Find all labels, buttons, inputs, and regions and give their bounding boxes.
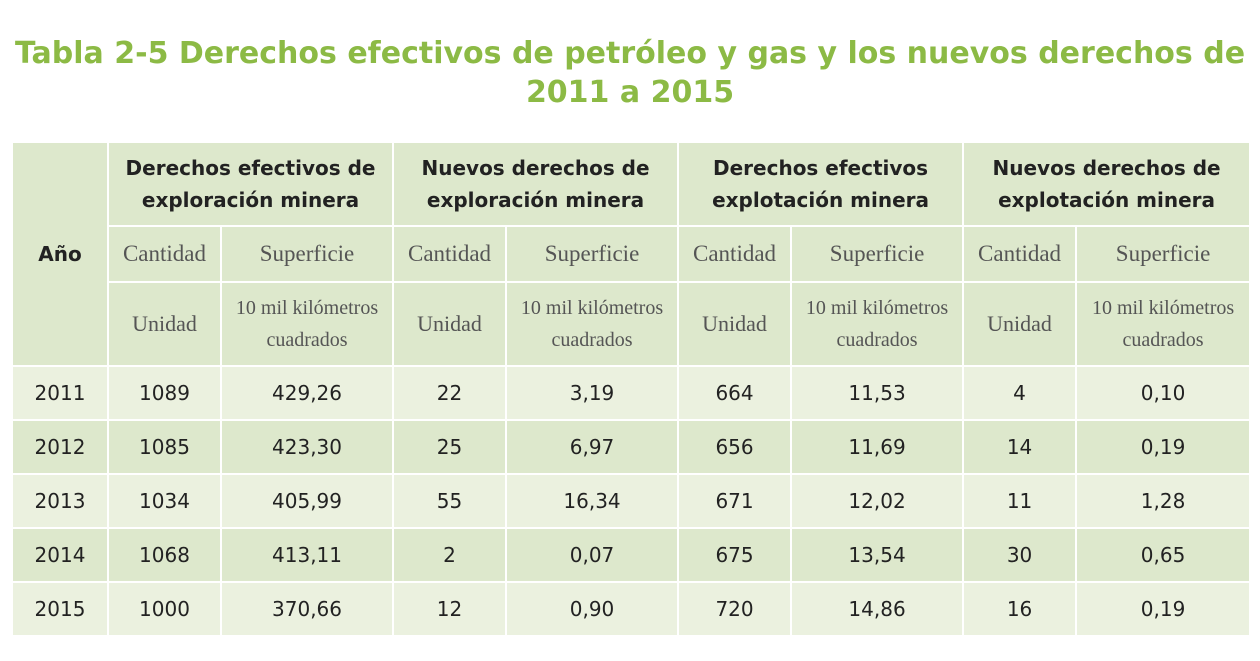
value-cell: 16,34 (505, 473, 680, 529)
value-cell: 0,65 (1075, 527, 1252, 583)
quantity-header: Cantidad (677, 225, 793, 283)
value-cell: 25 (392, 419, 508, 475)
table-row: 2014 1068 413,11 2 0,07 675 13,54 30 0,6… (11, 527, 1252, 583)
value-cell: 0,10 (1075, 365, 1252, 421)
value-cell: 16 (962, 581, 1078, 637)
surface-unit: 10 mil kilómetros cuadrados (219, 281, 395, 367)
table-row: 2013 1034 405,99 55 16,34 671 12,02 11 1… (11, 473, 1252, 529)
value-cell: 1,28 (1075, 473, 1252, 529)
value-cell: 370,66 (219, 581, 395, 637)
table-row: 2012 1085 423,30 25 6,97 656 11,69 14 0,… (11, 419, 1252, 475)
year-cell: 2013 (11, 473, 109, 529)
quantity-unit: Unidad (392, 281, 508, 367)
value-cell: 12 (392, 581, 508, 637)
surface-unit-line: 10 mil kilómetros (235, 297, 379, 319)
value-cell: 11,69 (790, 419, 965, 475)
surface-unit: 10 mil kilómetros cuadrados (790, 281, 965, 367)
value-cell: 13,54 (790, 527, 965, 583)
value-cell: 14,86 (790, 581, 965, 637)
year-cell: 2014 (11, 527, 109, 583)
year-cell: 2015 (11, 581, 109, 637)
quantity-unit: Unidad (962, 281, 1078, 367)
value-cell: 1085 (107, 419, 222, 475)
value-cell: 671 (677, 473, 793, 529)
group-header-line: explotación minera (712, 188, 930, 212)
group-header-line: Nuevos derechos de (421, 156, 650, 180)
surface-unit: 10 mil kilómetros cuadrados (505, 281, 680, 367)
surface-header: Superficie (790, 225, 965, 283)
rights-table: Año Derechos efectivos de exploración mi… (11, 141, 1252, 637)
surface-unit-line: cuadrados (836, 329, 918, 351)
value-cell: 4 (962, 365, 1078, 421)
value-cell: 11,53 (790, 365, 965, 421)
group-header-effective-exploration: Derechos efectivos de exploración minera (106, 141, 395, 227)
quantity-header: Cantidad (962, 225, 1078, 283)
surface-unit-line: 10 mil kilómetros (1091, 297, 1235, 319)
value-cell: 55 (392, 473, 508, 529)
quantity-header: Cantidad (392, 225, 508, 283)
group-header-new-exploration: Nuevos derechos de exploración minera (392, 141, 680, 227)
surface-unit-line: cuadrados (266, 329, 348, 351)
value-cell: 11 (962, 473, 1078, 529)
quantity-unit: Unidad (677, 281, 793, 367)
value-cell: 14 (962, 419, 1078, 475)
group-header-line: Nuevos derechos de (992, 156, 1221, 180)
surface-unit-line: 10 mil kilómetros (805, 297, 949, 319)
quantity-unit: Unidad (107, 281, 222, 367)
value-cell: 0,90 (505, 581, 680, 637)
value-cell: 423,30 (219, 419, 395, 475)
value-cell: 1034 (107, 473, 222, 529)
value-cell: 2 (392, 527, 508, 583)
title-line-1: Tabla 2-5 Derechos efectivos de petróleo… (14, 36, 1246, 71)
group-header-effective-exploitation: Derechos efectivos explotación minera (677, 141, 965, 227)
group-header-line: Derechos efectivos (713, 156, 929, 180)
value-cell: 3,19 (505, 365, 680, 421)
table-row: 2015 1000 370,66 12 0,90 720 14,86 16 0,… (11, 581, 1252, 637)
group-header-line: explotación minera (998, 188, 1216, 212)
value-cell: 675 (677, 527, 793, 583)
value-cell: 413,11 (219, 527, 395, 583)
group-header-line: exploración minera (141, 188, 360, 212)
value-cell: 1089 (107, 365, 222, 421)
surface-unit-line: cuadrados (1122, 329, 1204, 351)
group-header-row: Año Derechos efectivos de exploración mi… (11, 141, 1252, 367)
group-header-new-exploitation: Nuevos derechos de explotación minera (962, 141, 1252, 227)
sub-header-row: Cantidad Superficie Cantidad Superficie … (12, 225, 1252, 283)
surface-header: Superficie (505, 225, 680, 283)
unit-header-row: Unidad 10 mil kilómetros cuadrados Unida… (12, 281, 1252, 367)
surface-unit-line: 10 mil kilómetros (520, 297, 664, 319)
value-cell: 0,07 (505, 527, 680, 583)
surface-header: Superficie (1075, 225, 1252, 283)
value-cell: 0,19 (1075, 419, 1252, 475)
title-line-2: 2011 a 2015 (525, 75, 735, 110)
value-cell: 1000 (107, 581, 222, 637)
value-cell: 664 (677, 365, 793, 421)
value-cell: 30 (962, 527, 1078, 583)
value-cell: 0,19 (1075, 581, 1252, 637)
quantity-header: Cantidad (107, 225, 222, 283)
page-title: Tabla 2-5 Derechos efectivos de petróleo… (0, 34, 1260, 112)
value-cell: 1068 (107, 527, 222, 583)
year-cell: 2012 (11, 419, 109, 475)
value-cell: 720 (677, 581, 793, 637)
value-cell: 429,26 (219, 365, 395, 421)
surface-unit: 10 mil kilómetros cuadrados (1075, 281, 1252, 367)
group-header-line: exploración minera (426, 188, 645, 212)
value-cell: 6,97 (505, 419, 680, 475)
table-row: 2011 1089 429,26 22 3,19 664 11,53 4 0,1… (11, 365, 1252, 421)
year-cell: 2011 (11, 365, 109, 421)
value-cell: 22 (392, 365, 508, 421)
value-cell: 656 (677, 419, 793, 475)
group-header-line: Derechos efectivos de (125, 156, 376, 180)
value-cell: 12,02 (790, 473, 965, 529)
value-cell: 405,99 (219, 473, 395, 529)
year-column-header: Año (11, 141, 109, 367)
surface-header: Superficie (219, 225, 395, 283)
surface-unit-line: cuadrados (551, 329, 633, 351)
